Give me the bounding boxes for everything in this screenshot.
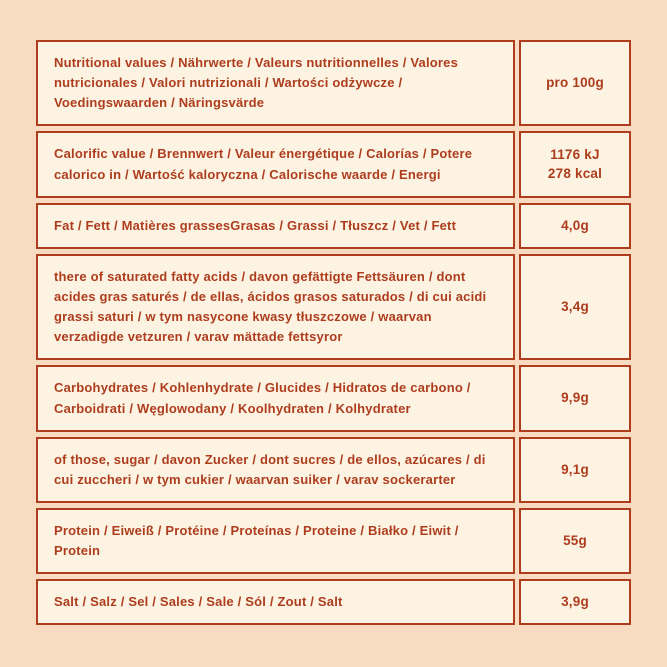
row-label: of those, sugar / davon Zucker / dont su… bbox=[36, 436, 515, 503]
table-row-salt: Salt / Salz / Sel / Sales / Sale / Sól /… bbox=[36, 579, 631, 626]
row-value: 4,0g bbox=[519, 202, 631, 249]
row-label: Carbohydrates / Kohlenhydrate / Glucides… bbox=[36, 365, 515, 432]
table-header-row: Nutritional values / Nährwerte / Valeurs… bbox=[36, 40, 631, 127]
table-row-saturated-fatty-acids: there of saturated fatty acids / davon g… bbox=[36, 253, 631, 361]
row-value: 3,9g bbox=[519, 579, 631, 626]
row-label: Fat / Fett / Matières grassesGrasas / Gr… bbox=[36, 202, 515, 249]
table-row-protein: Protein / Eiweiß / Protéine / Proteínas … bbox=[36, 507, 631, 575]
nutrition-table: Nutritional values / Nährwerte / Valeurs… bbox=[36, 40, 631, 626]
table-row-sugar: of those, sugar / davon Zucker / dont su… bbox=[36, 436, 631, 503]
header-unit: pro 100g bbox=[519, 40, 631, 127]
row-value: 9,1g bbox=[519, 436, 631, 503]
row-value: 55g bbox=[519, 507, 631, 575]
row-value: 9,9g bbox=[519, 365, 631, 432]
row-label: Protein / Eiweiß / Protéine / Proteínas … bbox=[36, 507, 515, 575]
row-value: 3,4g bbox=[519, 253, 631, 361]
table-row-calorific-value: Calorific value / Brennwert / Valeur éne… bbox=[36, 131, 631, 198]
row-label: there of saturated fatty acids / davon g… bbox=[36, 253, 515, 361]
header-title: Nutritional values / Nährwerte / Valeurs… bbox=[36, 40, 515, 127]
row-label: Calorific value / Brennwert / Valeur éne… bbox=[36, 131, 515, 198]
row-value: 1176 kJ 278 kcal bbox=[519, 131, 631, 198]
table-row-fat: Fat / Fett / Matières grassesGrasas / Gr… bbox=[36, 202, 631, 249]
row-label: Salt / Salz / Sel / Sales / Sale / Sól /… bbox=[36, 579, 515, 626]
table-row-carbohydrates: Carbohydrates / Kohlenhydrate / Glucides… bbox=[36, 365, 631, 432]
